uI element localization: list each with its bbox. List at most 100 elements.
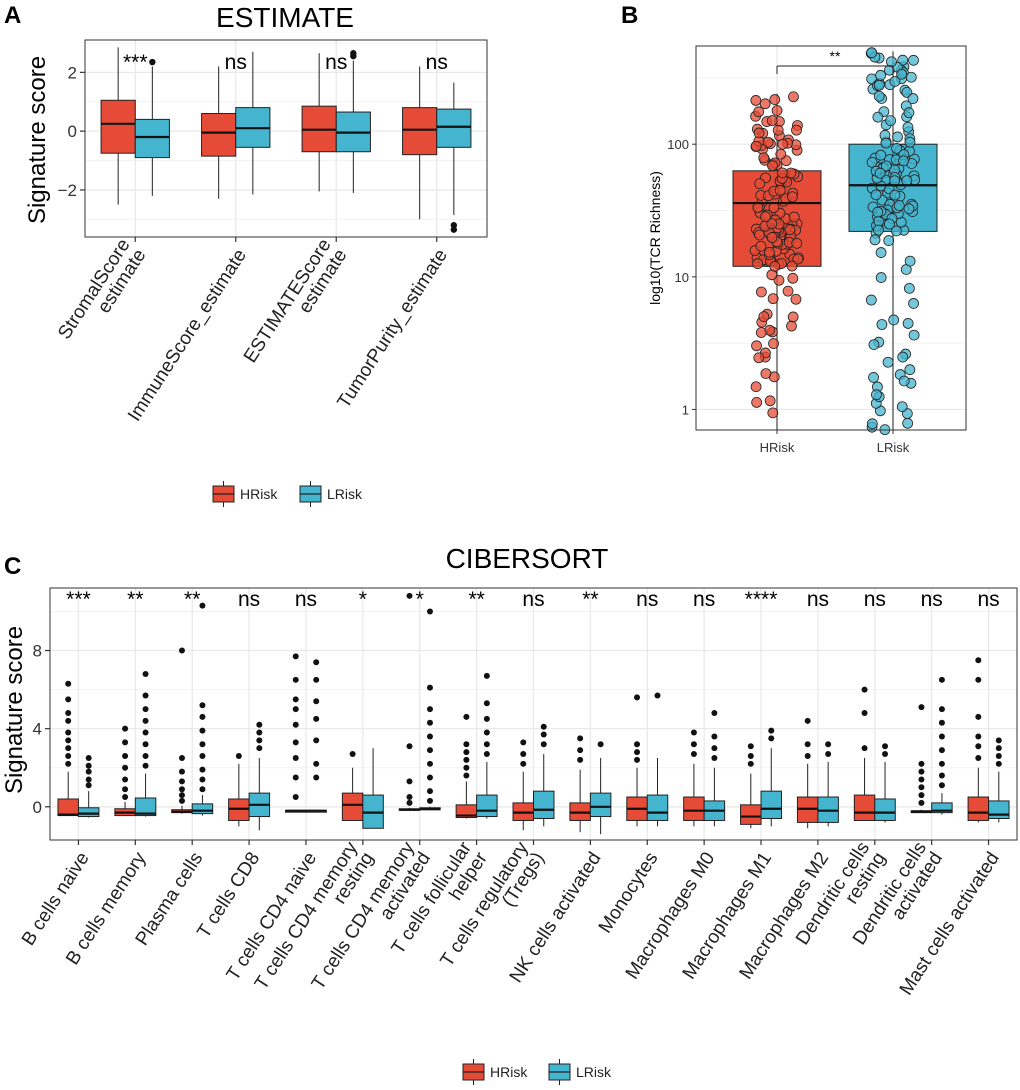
legend-c-lrisk-label: LRisk <box>576 1064 612 1080</box>
data-point-hrisk <box>787 272 799 284</box>
outlier-point-lrisk <box>483 715 490 722</box>
panel-letter-a: A <box>4 2 21 29</box>
significance-label: ns <box>426 51 448 74</box>
significance-label: ** <box>582 588 598 611</box>
outlier-point-hrisk <box>634 749 641 756</box>
outlier-point-lrisk <box>142 741 149 748</box>
outlier-point-lrisk <box>313 698 320 705</box>
significance-label: ns <box>522 588 544 611</box>
outlier-point-hrisk <box>918 792 925 799</box>
data-point-hrisk <box>759 98 771 110</box>
outlier-point-hrisk <box>178 754 185 761</box>
data-point-lrisk <box>884 218 895 230</box>
outlier-point-hrisk <box>122 725 129 732</box>
panel-letter-c: C <box>4 553 21 580</box>
data-point-lrisk <box>891 225 902 237</box>
significance-label: ns <box>864 588 886 611</box>
outlier-point-hrisk <box>861 745 868 752</box>
outlier-point-lrisk <box>483 751 490 758</box>
data-point-lrisk <box>904 364 916 376</box>
panel-border <box>84 39 488 238</box>
outlier-point-hrisk <box>918 760 925 767</box>
box-hrisk <box>967 796 990 821</box>
outlier-point-hrisk <box>406 778 413 785</box>
panel-a-ylabel: Signature score <box>24 56 51 224</box>
outlier-point-lrisk <box>597 741 604 748</box>
outlier-point-hrisk <box>804 717 811 724</box>
data-point-hrisk <box>764 246 775 258</box>
data-point-hrisk <box>754 178 766 190</box>
outlier-point-hrisk <box>65 696 72 703</box>
data-point-hrisk <box>773 274 785 286</box>
outlier-point-hrisk <box>747 753 754 759</box>
outlier-point-hrisk <box>122 794 129 801</box>
significance-label: ns <box>295 588 317 611</box>
data-point-hrisk <box>760 368 772 380</box>
outlier-point-hrisk <box>292 676 299 683</box>
box-lrisk <box>646 794 669 821</box>
outlier-point-hrisk <box>65 753 72 759</box>
outlier-point-hrisk <box>975 754 982 761</box>
data-point-lrisk <box>874 167 886 179</box>
outlier-point-lrisk <box>142 692 149 699</box>
outlier-point-hrisk <box>463 749 470 756</box>
outlier-point-hrisk <box>861 686 868 693</box>
significance-label: ns <box>636 588 658 611</box>
y-tick-label: 4 <box>33 720 42 739</box>
outlier-point-hrisk <box>520 760 527 767</box>
outlier-point-hrisk <box>463 713 470 720</box>
outlier-point-lrisk <box>199 766 206 773</box>
outlier-point-hrisk <box>122 753 129 759</box>
outlier-point-hrisk <box>747 760 754 767</box>
data-point-hrisk <box>753 127 765 139</box>
significance-label: ** <box>468 588 484 611</box>
outlier-point-lrisk <box>85 762 92 769</box>
box-lrisk <box>134 118 170 159</box>
outlier-point-hrisk <box>634 694 641 701</box>
outlier-point-lrisk <box>199 713 206 720</box>
outlier-point-lrisk <box>313 760 320 767</box>
data-point-hrisk <box>753 106 765 118</box>
data-point-lrisk <box>902 318 914 329</box>
outlier-point-lrisk <box>426 706 433 713</box>
data-point-hrisk <box>764 395 776 407</box>
significance-label: * <box>359 588 367 611</box>
data-point-hrisk <box>762 136 774 148</box>
outlier-point-lrisk <box>711 733 718 740</box>
outlier-point-hrisk <box>690 751 697 758</box>
data-point-lrisk <box>876 319 888 330</box>
data-point-hrisk <box>774 184 786 196</box>
data-point-hrisk <box>750 95 762 106</box>
data-point-hrisk <box>775 148 787 160</box>
outlier-point-hrisk <box>292 653 299 660</box>
outlier-point-lrisk <box>142 670 149 677</box>
panel-a-title: ESTIMATE <box>216 2 354 33</box>
significance-label: ns <box>225 51 247 74</box>
outlier-point-lrisk <box>711 745 718 752</box>
data-point-lrisk <box>902 121 914 133</box>
outlier-point-hrisk <box>292 706 299 713</box>
data-point-hrisk <box>772 124 784 136</box>
y-tick-label: 2 <box>68 63 77 82</box>
data-point-hrisk <box>756 286 767 298</box>
data-point-hrisk <box>750 381 762 393</box>
outlier-point-lrisk <box>426 608 433 615</box>
outlier-point-lrisk <box>882 751 889 758</box>
legend-a-lrisk-label: LRisk <box>327 486 363 502</box>
data-point-hrisk <box>786 260 798 272</box>
box-lrisk <box>760 790 783 820</box>
y-tick-label: 0 <box>33 798 42 817</box>
outlier-point-lrisk <box>85 776 92 783</box>
outlier-point-lrisk <box>426 788 433 795</box>
outlier-point-hrisk <box>975 713 982 720</box>
data-point-lrisk <box>896 68 908 80</box>
panel-b-tcr-boxplot: log10(TCR Richness) 1 10 100 HRisk LRisk ** <box>647 45 967 455</box>
outlier-point-hrisk <box>918 768 925 775</box>
outlier-point-hrisk <box>463 741 470 748</box>
data-point-hrisk <box>768 338 779 349</box>
outlier-point-hrisk <box>178 647 185 654</box>
outlier-point-lrisk <box>938 733 945 740</box>
data-point-lrisk <box>896 401 908 413</box>
outlier-point-lrisk <box>995 760 1002 767</box>
data-point-lrisk <box>875 69 886 81</box>
